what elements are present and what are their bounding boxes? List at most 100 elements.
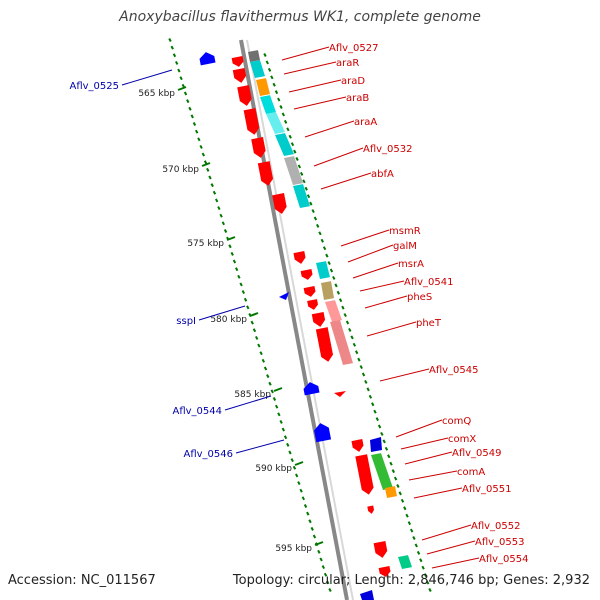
ruler-dot bbox=[319, 557, 323, 562]
forward-gene bbox=[378, 566, 391, 577]
ruler-dot bbox=[293, 149, 297, 154]
gene-arrow bbox=[237, 85, 252, 106]
ruler-dot bbox=[306, 511, 310, 516]
ruler-dot bbox=[327, 261, 331, 266]
gene-label: comQ bbox=[442, 416, 471, 427]
ruler-dot bbox=[334, 283, 338, 288]
gene-label: comA bbox=[457, 467, 485, 478]
reverse-gene bbox=[199, 52, 216, 66]
label-leader bbox=[293, 96, 347, 110]
label-leader bbox=[364, 295, 408, 309]
ruler-dot bbox=[186, 99, 190, 104]
gene-label: Aflv_0532 bbox=[363, 144, 413, 155]
ruler-dot bbox=[281, 112, 286, 117]
forward-gene bbox=[257, 161, 274, 186]
ruler-dot bbox=[267, 67, 272, 72]
label-leader bbox=[413, 487, 463, 499]
ruler-dot bbox=[283, 435, 288, 440]
label-leader bbox=[347, 244, 394, 263]
ruler-dot bbox=[172, 53, 177, 58]
label-leader bbox=[235, 439, 285, 454]
forward-gene bbox=[300, 269, 313, 280]
gene-arrow bbox=[272, 193, 287, 214]
ruler-dot bbox=[208, 175, 212, 180]
ruler-dot bbox=[407, 521, 412, 526]
ruler-dot bbox=[270, 75, 274, 80]
ruler-dot bbox=[382, 439, 386, 444]
ruler-dot bbox=[290, 458, 294, 463]
gene-arrow bbox=[293, 251, 306, 264]
ruler-dot bbox=[234, 267, 239, 272]
ruler-dot bbox=[380, 431, 384, 436]
ruler-dot bbox=[219, 213, 223, 218]
label-layer: Aflv_0527 araR araD araB araA Aflv_0532 abfA ms… bbox=[69, 43, 529, 569]
ruler-dot bbox=[243, 297, 248, 302]
gene-label: galM bbox=[393, 241, 417, 252]
label-leader bbox=[281, 46, 330, 61]
gene-layer bbox=[199, 52, 391, 600]
ruler-dot bbox=[328, 588, 332, 592]
label-leader bbox=[421, 524, 472, 541]
cog-segment bbox=[398, 555, 412, 569]
gene-label: Aflv_0549 bbox=[452, 448, 502, 459]
ruler-dot bbox=[179, 76, 183, 81]
ruler-dot bbox=[306, 194, 311, 199]
gene-label: Aflv_0546 bbox=[183, 449, 233, 460]
ruler-dot bbox=[252, 328, 257, 333]
cog-segment bbox=[325, 300, 342, 322]
ruler-dot bbox=[281, 427, 286, 432]
cog-segment bbox=[266, 112, 285, 134]
ruler-dot bbox=[361, 372, 366, 377]
ruler-dot bbox=[263, 53, 267, 57]
reverse-gene-block bbox=[370, 437, 382, 452]
gene-label: araA bbox=[354, 117, 377, 128]
gene-arrow bbox=[231, 56, 244, 67]
forward-gene bbox=[251, 137, 266, 158]
forward-gene bbox=[232, 67, 247, 83]
reverse-gene-small bbox=[279, 292, 289, 300]
cog-segment bbox=[316, 261, 330, 279]
ruler-dot bbox=[332, 275, 336, 280]
cog-segment bbox=[284, 156, 303, 185]
ruler-dot bbox=[301, 496, 306, 501]
ruler-dot bbox=[288, 450, 292, 455]
ruler-dot bbox=[336, 290, 341, 295]
label-leader bbox=[379, 368, 430, 382]
cog-segment bbox=[321, 281, 334, 300]
ruler-dot bbox=[423, 573, 428, 578]
label-leader bbox=[408, 470, 458, 481]
scale-label: 595 kbp bbox=[275, 544, 312, 554]
ruler-dot bbox=[323, 572, 328, 577]
ruler-dot bbox=[270, 389, 274, 394]
ruler-dot bbox=[389, 461, 393, 466]
cog-segment bbox=[371, 453, 393, 490]
ruler-dot bbox=[174, 60, 179, 65]
gene-arrow bbox=[307, 299, 319, 310]
gene-arrow bbox=[232, 67, 247, 83]
ruler-dot bbox=[316, 223, 320, 228]
label-leader bbox=[359, 280, 405, 292]
ruler-dot bbox=[320, 238, 324, 243]
gene-label: Aflv_0552 bbox=[471, 521, 521, 532]
ruler-dot bbox=[345, 320, 350, 325]
ruler-dot bbox=[302, 179, 306, 184]
forward-gene bbox=[231, 56, 244, 67]
gene-label: araD bbox=[341, 76, 365, 87]
scale-tick bbox=[249, 312, 259, 317]
gene-arrow bbox=[367, 505, 375, 514]
ruler-dot bbox=[310, 526, 314, 531]
forward-gene bbox=[303, 286, 316, 297]
scale-tick bbox=[226, 236, 236, 241]
genome-summary-text: Topology: circular; Length: 2,846,746 bp… bbox=[232, 573, 590, 588]
ruler-dot bbox=[228, 244, 232, 249]
ruler-dot bbox=[375, 417, 379, 422]
cog-segment bbox=[248, 50, 260, 62]
ruler-dot bbox=[352, 342, 357, 347]
reverse-gene bbox=[314, 423, 332, 443]
scale-tick bbox=[294, 461, 304, 466]
ruler-dot bbox=[277, 412, 281, 417]
ruler-dot bbox=[279, 105, 283, 109]
cog-segment bbox=[293, 184, 310, 208]
ruler-dot bbox=[303, 504, 308, 508]
ruler-dot bbox=[239, 282, 243, 287]
